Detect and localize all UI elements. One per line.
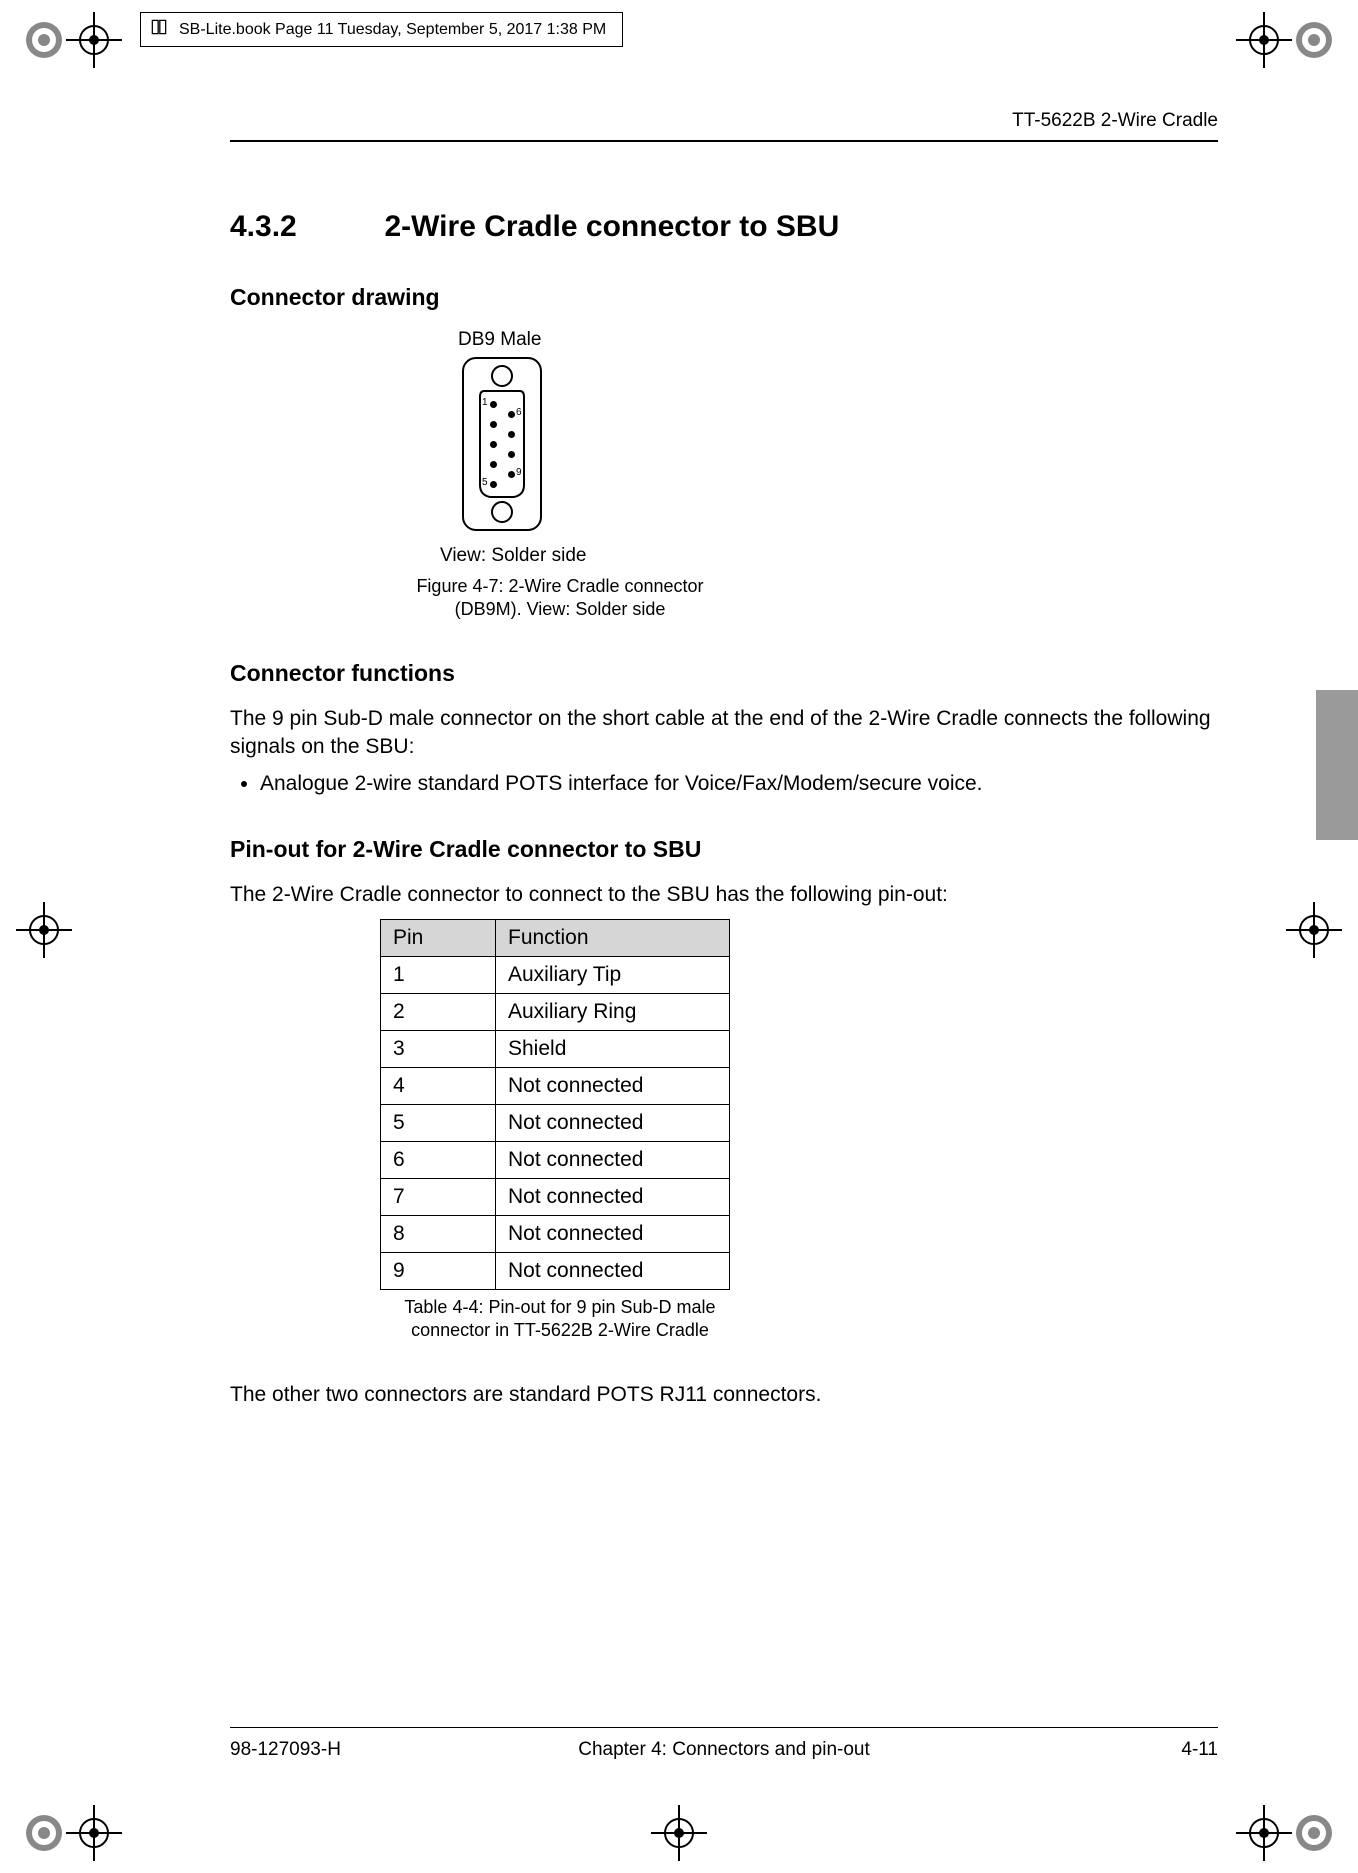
- crop-mark-icon: [64, 1803, 124, 1863]
- db9-shell: 1 5 6 9: [478, 389, 526, 499]
- table-row: 9Not connected: [381, 1253, 730, 1290]
- running-header: TT-5622B 2-Wire Cradle: [230, 110, 1218, 132]
- table-cell-func: Not connected: [496, 1216, 730, 1253]
- table-cell-func: Auxiliary Tip: [496, 957, 730, 994]
- book-icon: [149, 17, 169, 42]
- db9-pin: [490, 481, 497, 488]
- db9-pin-label: 6: [516, 408, 522, 418]
- table-row: 7Not connected: [381, 1179, 730, 1216]
- content-area: 4.3.2 2-Wire Cradle connector to SBU Con…: [230, 210, 1218, 1419]
- table-row: 4Not connected: [381, 1068, 730, 1105]
- table-row: 5Not connected: [381, 1105, 730, 1142]
- thumb-tab: [1316, 690, 1358, 840]
- section-title: 2-Wire Cradle connector to SBU: [384, 210, 839, 244]
- crop-mark-icon: [14, 900, 74, 960]
- db9-pin-label: 1: [482, 398, 488, 408]
- table-cell-func: Not connected: [496, 1179, 730, 1216]
- db9-pin: [490, 441, 497, 448]
- closing-paragraph: The other two connectors are standard PO…: [230, 1381, 1218, 1409]
- table-cell-pin: 1: [381, 957, 496, 994]
- section-heading: 4.3.2 2-Wire Cradle connector to SBU: [230, 210, 1218, 244]
- db9-diagram: DB9 Male: [380, 329, 1218, 620]
- table-cell-pin: 3: [381, 1031, 496, 1068]
- db9-pin: [490, 401, 497, 408]
- crop-mark-icon: [1284, 10, 1344, 70]
- db9-view-label: View: Solder side: [440, 545, 1218, 567]
- crop-mark-icon: [64, 10, 124, 70]
- figure-caption-line1: Figure 4-7: 2-Wire Cradle connector: [416, 576, 703, 596]
- db9-pin: [508, 451, 515, 458]
- db9-pin: [490, 421, 497, 428]
- page: SB-Lite.book Page 11 Tuesday, September …: [0, 0, 1358, 1873]
- table-cell-pin: 6: [381, 1142, 496, 1179]
- subhead-connector-drawing: Connector drawing: [230, 284, 1218, 311]
- footer-rule: [230, 1727, 1218, 1728]
- table-caption: Table 4-4: Pin-out for 9 pin Sub-D male …: [380, 1296, 740, 1341]
- table-cell-pin: 9: [381, 1253, 496, 1290]
- table-cell-func: Auxiliary Ring: [496, 994, 730, 1031]
- table-cell-pin: 7: [381, 1179, 496, 1216]
- table-header-func: Function: [496, 920, 730, 957]
- table-row: 6Not connected: [381, 1142, 730, 1179]
- db9-screw-icon: [491, 365, 513, 387]
- table-cell-pin: 5: [381, 1105, 496, 1142]
- pinout-intro: The 2-Wire Cradle connector to connect t…: [230, 881, 1218, 909]
- crop-mark-icon: [649, 1803, 709, 1863]
- crop-mark-icon: [1284, 900, 1344, 960]
- db9-pin-label: 5: [482, 478, 488, 488]
- db9-pin-label: 9: [516, 468, 522, 478]
- table-header-pin: Pin: [381, 920, 496, 957]
- running-header-rule: [230, 140, 1218, 142]
- section-number: 4.3.2: [230, 210, 380, 244]
- table-row: 3Shield: [381, 1031, 730, 1068]
- footer-chapter-title: Chapter 4: Connectors and pin-out: [230, 1739, 1218, 1761]
- subhead-connector-functions: Connector functions: [230, 660, 1218, 687]
- subhead-pinout: Pin-out for 2-Wire Cradle connector to S…: [230, 836, 1218, 863]
- table-caption-line1: Table 4-4: Pin-out for 9 pin Sub-D male: [404, 1297, 715, 1317]
- table-row: 8Not connected: [381, 1216, 730, 1253]
- pinout-table: Pin Function 1Auxiliary Tip 2Auxiliary R…: [380, 919, 730, 1290]
- functions-paragraph: The 9 pin Sub-D male connector on the sh…: [230, 705, 1218, 762]
- figure-caption-line2: (DB9M). View: Solder side: [455, 599, 666, 619]
- db9-top-label: DB9 Male: [458, 329, 1218, 351]
- table-cell-func: Not connected: [496, 1105, 730, 1142]
- figure-caption: Figure 4-7: 2-Wire Cradle connector (DB9…: [380, 575, 740, 620]
- table-row: 1Auxiliary Tip: [381, 957, 730, 994]
- table-header-row: Pin Function: [381, 920, 730, 957]
- db9-pin: [508, 411, 515, 418]
- table-cell-func: Not connected: [496, 1142, 730, 1179]
- page-footer: 98-127093-H Chapter 4: Connectors and pi…: [230, 1739, 1218, 1761]
- table-cell-pin: 8: [381, 1216, 496, 1253]
- table-cell-pin: 4: [381, 1068, 496, 1105]
- db9-pin: [508, 431, 515, 438]
- table-cell-func: Shield: [496, 1031, 730, 1068]
- table-cell-func: Not connected: [496, 1253, 730, 1290]
- table-row: 2Auxiliary Ring: [381, 994, 730, 1031]
- db9-connector-icon: 1 5 6 9: [462, 357, 542, 531]
- framemaker-header: SB-Lite.book Page 11 Tuesday, September …: [140, 12, 623, 47]
- db9-pin: [508, 471, 515, 478]
- functions-bullet-list: Analogue 2-wire standard POTS interface …: [260, 772, 1218, 796]
- table-cell-pin: 2: [381, 994, 496, 1031]
- table-caption-line2: connector in TT-5622B 2-Wire Cradle: [411, 1320, 709, 1340]
- db9-screw-icon: [491, 501, 513, 523]
- crop-mark-icon: [1284, 1803, 1344, 1863]
- functions-bullet-item: Analogue 2-wire standard POTS interface …: [260, 772, 1218, 796]
- db9-pin: [490, 461, 497, 468]
- table-cell-func: Not connected: [496, 1068, 730, 1105]
- framemaker-header-text: SB-Lite.book Page 11 Tuesday, September …: [179, 21, 606, 39]
